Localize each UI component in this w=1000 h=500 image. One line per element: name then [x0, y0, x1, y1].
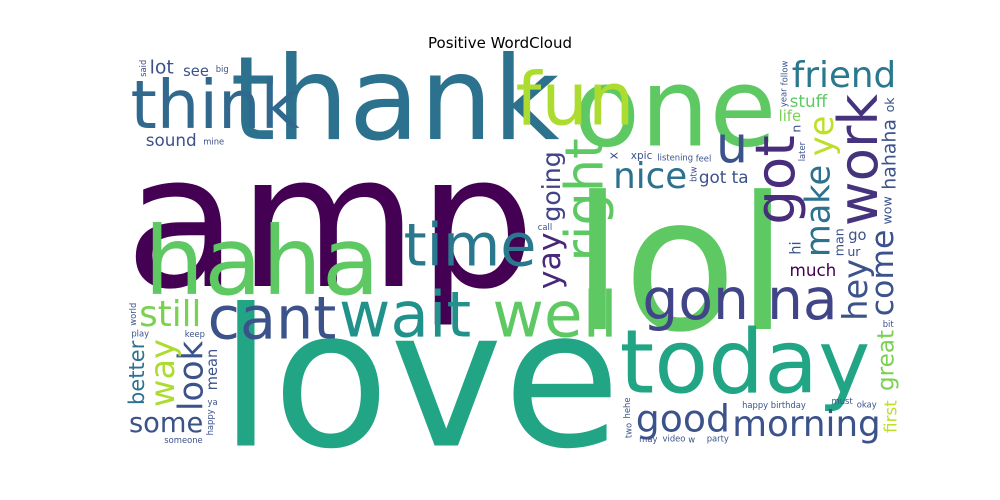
word-see: see [183, 63, 209, 80]
word-hehe: hehe [622, 398, 632, 419]
word-world: world [128, 303, 138, 326]
word-think: think [130, 66, 299, 144]
word-got: got [743, 135, 807, 224]
word-lot: lot [150, 57, 174, 79]
word-got-ta: got ta [699, 167, 749, 187]
word-good: good [636, 396, 730, 440]
word-n: n [789, 125, 804, 133]
word-happy-birthday: happy birthday [742, 400, 806, 410]
word-right: right [555, 138, 616, 261]
word-lol: lol [572, 157, 789, 373]
word-come: come [865, 230, 901, 317]
word-man: man [832, 228, 847, 256]
word-wow: wow [879, 196, 894, 224]
word-hahaha: hahaha [878, 119, 900, 190]
word-wait: wait [339, 279, 471, 352]
word-follow: follow [780, 61, 790, 86]
word-video: video [663, 434, 686, 444]
word-friend: friend [792, 55, 896, 96]
word-feel: feel [696, 153, 712, 163]
word-look: look [172, 340, 211, 410]
word-said: said [138, 60, 148, 77]
word-much: much [789, 260, 836, 280]
word-big: big [216, 64, 229, 74]
word-xpic: xpic [631, 150, 653, 162]
word-mine: mine [203, 137, 224, 147]
word-haha: haha [144, 207, 380, 317]
word-btw: btw [688, 166, 698, 182]
word-okay: okay [857, 400, 877, 410]
word-work: work [826, 94, 890, 226]
word-ye: ye [802, 116, 841, 157]
word-go: go [848, 227, 866, 244]
word-today: today [620, 311, 871, 414]
word-one: one [573, 45, 776, 172]
word-must: must [832, 396, 854, 406]
word-call: call [538, 222, 552, 232]
word-thank: thank [230, 33, 559, 167]
word-better: better [125, 340, 149, 405]
word-later: later [797, 141, 807, 161]
word-may: may [639, 434, 657, 444]
word-yay: yay [532, 233, 568, 290]
word-time: time [404, 211, 537, 280]
word-happy: happy [205, 409, 215, 435]
word-stuff: stuff [790, 91, 828, 111]
word-amp: amp [125, 114, 536, 330]
word-way: way [143, 339, 182, 407]
word-ur: ur [847, 244, 861, 259]
word-mean: mean [204, 349, 221, 391]
word-gon-na: gon na [642, 267, 837, 333]
word-hi: hi [788, 241, 805, 254]
word-ya: ya [208, 397, 218, 407]
word-x: x [605, 151, 620, 159]
word-someone: someone [164, 435, 202, 445]
word-first: first [880, 400, 900, 433]
word-going: going [537, 151, 566, 221]
word-morning: morning [732, 404, 880, 445]
chart-title: Positive WordCloud [428, 34, 572, 52]
word-still: still [139, 294, 201, 335]
word-u: u [716, 116, 748, 175]
word-hey: hey [836, 259, 875, 321]
word-some: some [129, 408, 203, 439]
word-listening: listening [657, 152, 693, 162]
word-ok: ok [882, 97, 897, 113]
word-life: life [779, 108, 801, 125]
word-year: year [779, 88, 789, 107]
word-bit: bit [883, 319, 895, 329]
word-w: w [688, 435, 695, 445]
word-nice: nice [613, 156, 687, 197]
word-love: love [219, 269, 621, 492]
word-well: well [492, 279, 617, 352]
word-play: play [131, 329, 149, 339]
word-party: party [707, 433, 729, 443]
word-cant: cant [208, 284, 337, 353]
word-great: great [874, 330, 900, 391]
word-fun: fun [515, 58, 634, 143]
word-sound: sound [146, 130, 197, 150]
word-two: two [623, 423, 633, 438]
word-make: make [798, 165, 837, 257]
word-keep: keep [185, 329, 205, 339]
